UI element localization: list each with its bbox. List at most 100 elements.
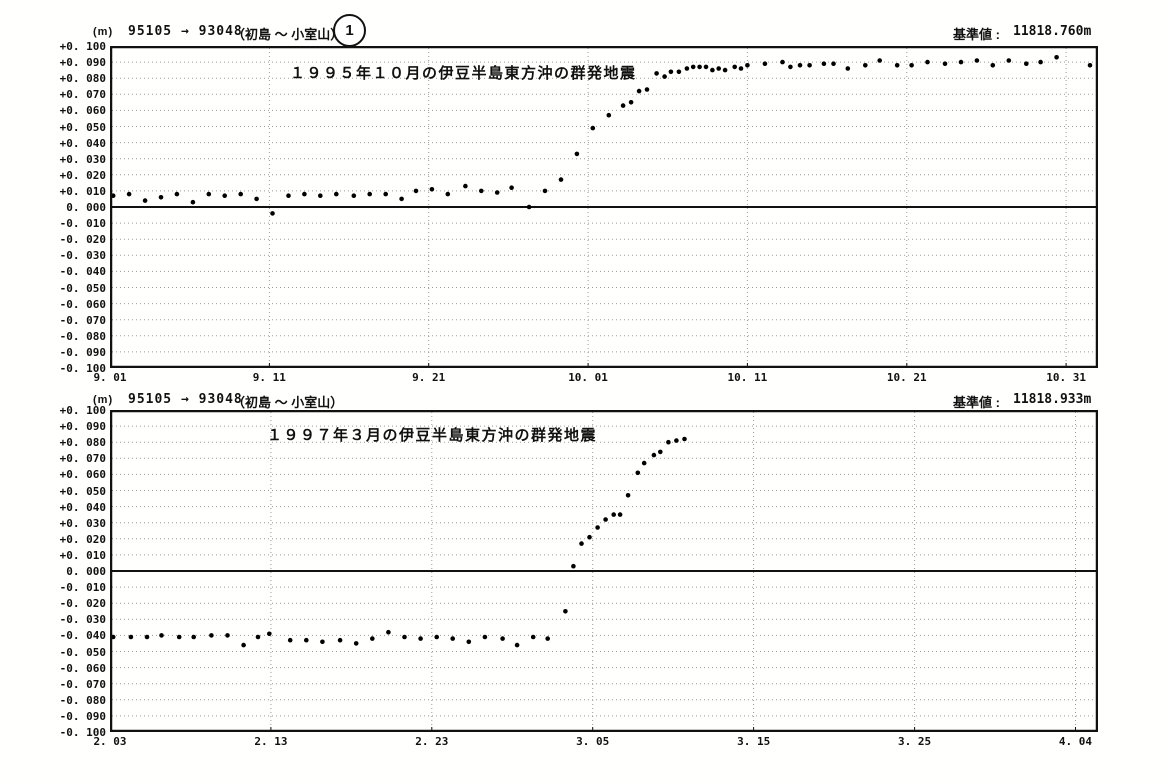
data-point [654, 71, 659, 76]
data-point [370, 636, 375, 641]
y-tick-label: -0. 080 [59, 693, 106, 707]
data-point [337, 637, 343, 643]
data-point [270, 211, 275, 216]
data-point [635, 470, 641, 476]
y-tick-label: -0. 050 [59, 281, 106, 295]
data-point [617, 512, 623, 517]
data-point [320, 639, 325, 645]
y-tick-label: -0. 090 [59, 345, 106, 359]
data-point [367, 191, 373, 197]
y-tick-label: -0. 070 [59, 313, 106, 327]
data-point [174, 191, 180, 197]
data-point [662, 74, 667, 79]
y-tick-label: +0. 080 [59, 436, 106, 450]
chart-title-1997: １９９７年３月の伊豆半島東方沖の群発地震 [267, 427, 598, 444]
data-point [716, 66, 721, 71]
x-tick-label: 4. 04 [1058, 735, 1093, 748]
data-point [526, 204, 532, 210]
y-tick-label: +0. 090 [59, 56, 106, 70]
data-point [909, 63, 914, 68]
data-point [595, 525, 600, 530]
data-point [668, 69, 674, 75]
reference-label-2: 基準値 : [953, 395, 1000, 410]
circled-number-annotation: 1 [333, 14, 366, 47]
y-tick-label: +0. 100 [59, 404, 106, 417]
data-point [641, 460, 647, 466]
y-tick-label: -0. 030 [59, 613, 106, 627]
data-point [676, 69, 682, 75]
plot-svg-1 [110, 46, 1098, 368]
data-point [974, 58, 980, 63]
x-tick-label: 10. 01 [568, 371, 608, 384]
data-point [530, 634, 536, 640]
data-point [190, 199, 196, 205]
y-tick-label: -0. 010 [59, 217, 106, 231]
data-point [821, 61, 827, 66]
x-tick-label: 10. 21 [886, 371, 927, 384]
x-tick-label: 2. 23 [415, 735, 449, 748]
data-point [563, 609, 568, 614]
x-tick-label: 10. 11 [727, 371, 768, 384]
x-tick-label: 9. 11 [252, 371, 286, 384]
data-point [463, 183, 468, 189]
data-point [514, 642, 520, 648]
data-point [571, 563, 576, 569]
x-tick-label: 3. 15 [737, 735, 771, 748]
data-point [353, 641, 359, 646]
data-point [450, 636, 456, 641]
chart-title-1995: １９９５年１０月の伊豆半島東方沖の群発地震 [290, 65, 637, 82]
data-point [697, 64, 702, 70]
y-tick-label: -0. 080 [59, 329, 106, 343]
y-tick-label: +0. 030 [59, 516, 106, 530]
data-point [1054, 55, 1059, 60]
data-point [942, 61, 948, 66]
y-tick-label: -0. 050 [59, 645, 106, 659]
data-point [287, 637, 293, 643]
data-point [682, 436, 687, 442]
data-point [579, 541, 584, 546]
y-tick-label: +0. 020 [59, 168, 106, 182]
reference-value-1: 11818.760m [1013, 24, 1092, 39]
data-point [894, 63, 900, 68]
data-point [1024, 61, 1029, 66]
data-point [590, 125, 596, 131]
data-point [225, 633, 230, 638]
y-tick-label: +0. 050 [59, 120, 106, 134]
data-point [877, 58, 882, 63]
data-point [386, 629, 391, 635]
data-point [674, 438, 679, 443]
data-point [651, 452, 657, 458]
y-tick-label: 0. 000 [66, 565, 106, 578]
data-point [494, 190, 500, 195]
data-point [690, 64, 696, 70]
data-point [558, 177, 564, 182]
data-point [158, 195, 164, 200]
data-point [128, 634, 134, 640]
data-point [238, 191, 243, 197]
y-tick-label: 0. 000 [66, 201, 106, 214]
data-point [241, 642, 246, 648]
y-tick-label: +0. 100 [59, 40, 106, 53]
data-point [636, 88, 642, 94]
y-tick-label: -0. 020 [59, 233, 106, 247]
y-tick-label: -0. 100 [59, 726, 106, 739]
data-point [831, 61, 836, 66]
plot-area-1995 [110, 46, 1098, 368]
data-point [399, 196, 404, 202]
data-point [574, 151, 580, 157]
data-point [788, 64, 793, 70]
data-point [318, 193, 323, 198]
data-point [302, 191, 307, 197]
data-point [745, 63, 750, 68]
y-tick-label: +0. 030 [59, 152, 106, 166]
data-point [267, 631, 272, 637]
reference-value-2: 11818.933m [1013, 392, 1092, 407]
y-tick-label: +0. 040 [59, 136, 106, 150]
data-point [628, 100, 634, 105]
reference-label-1: 基準値 : [953, 27, 1000, 42]
y-tick-label: +0. 080 [59, 72, 106, 86]
data-point [304, 637, 309, 643]
data-point [206, 191, 212, 197]
y-tick-label: -0. 020 [59, 597, 106, 611]
